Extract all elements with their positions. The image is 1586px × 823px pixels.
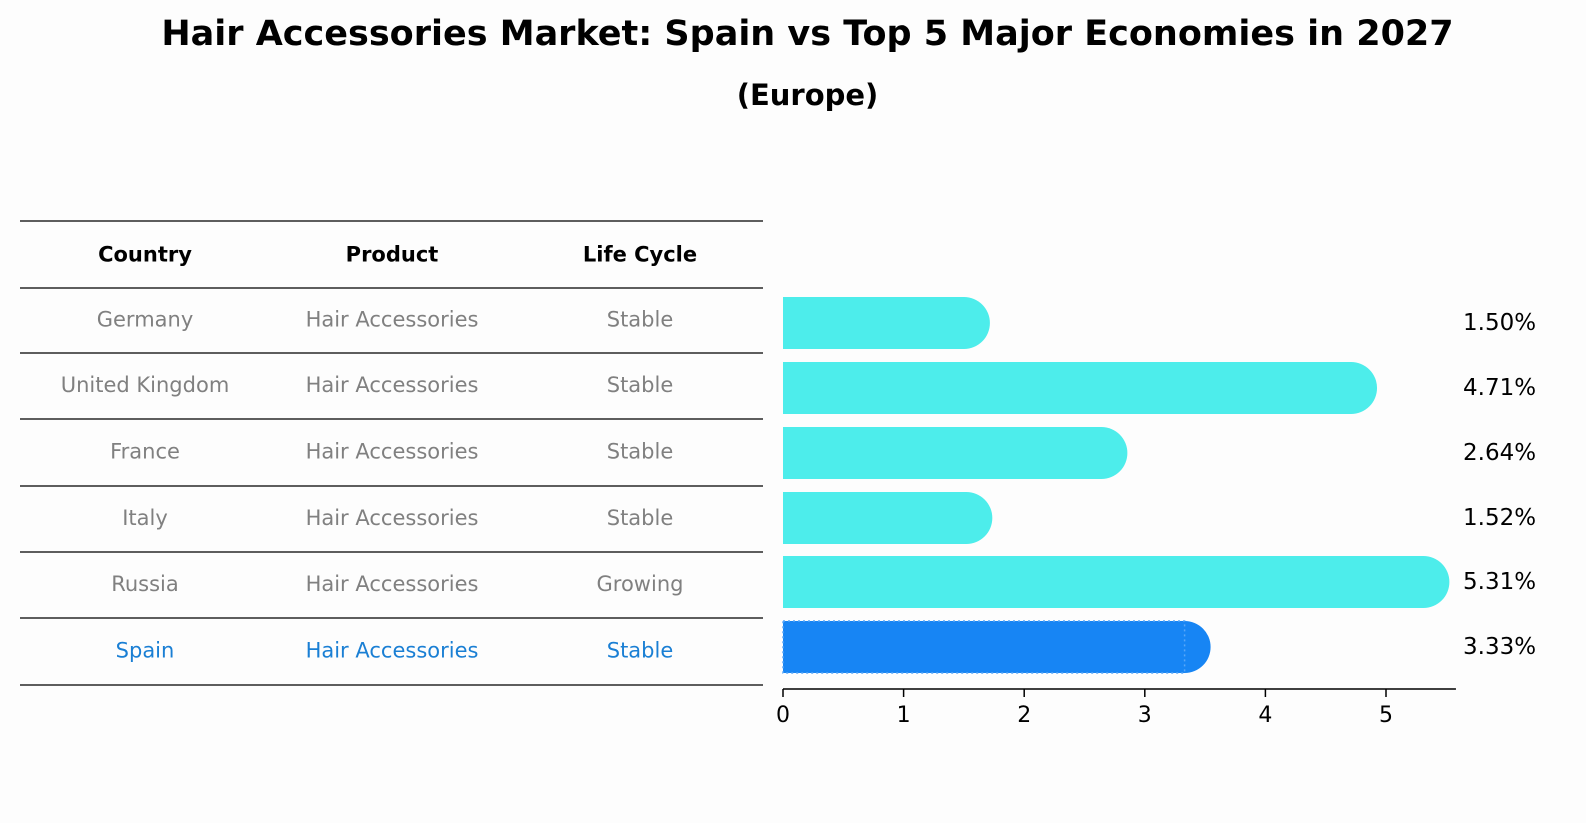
bar-highlight-outline bbox=[782, 620, 1186, 674]
table-cell-life-cycle: Stable bbox=[607, 373, 674, 397]
x-tick-label: 1 bbox=[897, 703, 911, 728]
bar bbox=[783, 362, 1378, 414]
table-cell-country: Italy bbox=[122, 506, 168, 530]
table-cell-life-cycle: Stable bbox=[607, 308, 674, 332]
x-tick-label: 2 bbox=[1017, 703, 1031, 728]
value-label: 2.64% bbox=[1463, 440, 1536, 466]
bar bbox=[783, 427, 1128, 479]
table-cell-product: Hair Accessories bbox=[306, 506, 479, 530]
bar bbox=[783, 297, 990, 349]
table-cell-country: Spain bbox=[116, 639, 175, 663]
table-cell-country: Germany bbox=[97, 308, 194, 332]
value-label: 4.71% bbox=[1463, 375, 1536, 401]
table-cell-country: Russia bbox=[111, 572, 179, 596]
x-tick-label: 0 bbox=[776, 703, 790, 728]
value-label: 5.31% bbox=[1463, 569, 1536, 595]
data-table: Country Product Life Cycle Germany Hair Acce… bbox=[20, 220, 763, 686]
bar-highlighted bbox=[783, 621, 1211, 673]
value-labels: 1.50% 4.71% 2.64% 1.52% 5.31% 3.33% bbox=[1463, 310, 1536, 660]
chart-title: Hair Accessories Market: Spain vs Top 5 … bbox=[161, 14, 1454, 54]
table-cell-country: United Kingdom bbox=[61, 373, 230, 397]
table-cell-product: Hair Accessories bbox=[306, 639, 479, 663]
value-label: 1.50% bbox=[1463, 310, 1536, 336]
table-cell-product: Hair Accessories bbox=[306, 373, 479, 397]
table-cell-life-cycle: Stable bbox=[607, 440, 674, 464]
table-header: Life Cycle bbox=[583, 243, 697, 267]
table-header: Product bbox=[346, 243, 439, 267]
table-cell-product: Hair Accessories bbox=[306, 308, 479, 332]
table-cell-product: Hair Accessories bbox=[306, 440, 479, 464]
bar bbox=[783, 492, 993, 544]
table-cell-life-cycle: Stable bbox=[607, 506, 674, 530]
table-cell-product: Hair Accessories bbox=[306, 572, 479, 596]
x-axis: 0 1 2 3 4 5 bbox=[776, 688, 1456, 728]
value-label: 3.33% bbox=[1463, 634, 1536, 660]
table-header: Country bbox=[98, 243, 192, 267]
value-label: 1.52% bbox=[1463, 505, 1536, 531]
table-cell-life-cycle: Growing bbox=[597, 572, 684, 596]
table-cell-country: France bbox=[110, 440, 180, 464]
chart-subtitle: (Europe) bbox=[736, 78, 879, 112]
bar bbox=[783, 556, 1450, 608]
x-tick-label: 5 bbox=[1379, 703, 1393, 728]
x-tick-label: 4 bbox=[1258, 703, 1272, 728]
table-cell-life-cycle: Stable bbox=[607, 639, 674, 663]
x-tick-label: 3 bbox=[1138, 703, 1152, 728]
bar-chart bbox=[782, 297, 1450, 674]
